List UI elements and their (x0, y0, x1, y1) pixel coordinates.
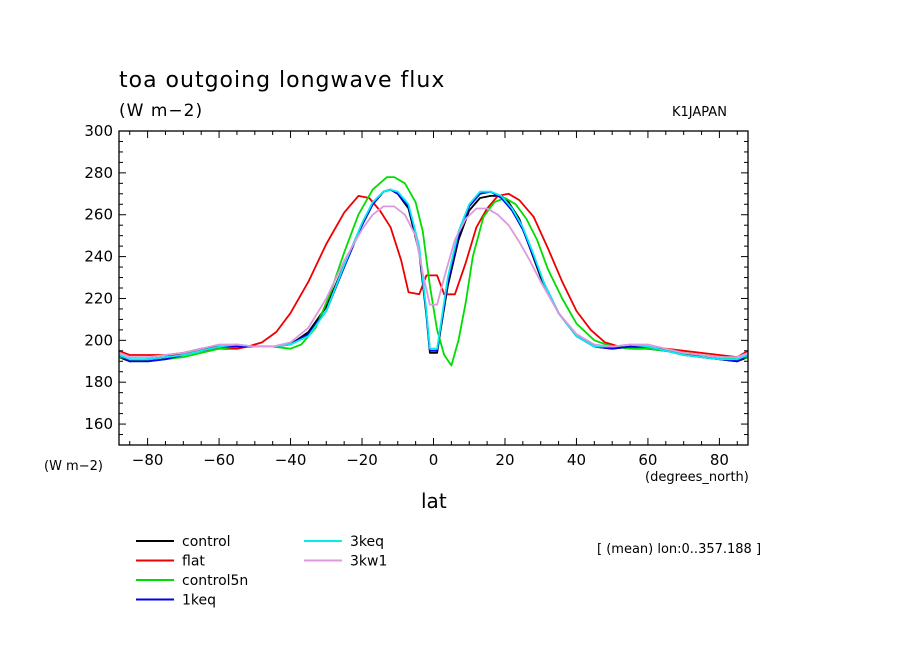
series-line-control5n (118, 176, 749, 367)
y-tick-label: 260 (84, 206, 113, 224)
x-tick-label: −20 (346, 451, 378, 469)
chart-units: (W m−2) (119, 101, 204, 121)
legend-label-3keq: 3keq (350, 534, 384, 550)
chart-title: toa outgoing longwave flux (119, 68, 446, 93)
series-line-flat (118, 192, 749, 358)
series-layer (118, 176, 749, 367)
x-axis-unit: (degrees_north) (645, 470, 749, 485)
axis-ticks: −80 −60 −40 −20 0 20 40 60 80 160 180 200 220 240 260 2… (84, 122, 748, 469)
y-tick-label: 240 (84, 248, 113, 266)
x-tick-label: 0 (429, 451, 439, 469)
x-tick-label: 60 (638, 451, 657, 469)
y-tick-label: 280 (84, 164, 113, 182)
x-tick-label: 80 (710, 451, 729, 469)
legend-label-control: control (182, 534, 231, 550)
x-tick-label: −40 (275, 451, 307, 469)
series-line-3keq (118, 188, 749, 361)
y-tick-label: 220 (84, 289, 113, 307)
averaging-note: [ (mean) lon:0..357.188 ] (597, 542, 762, 557)
y-tick-label: 200 (84, 331, 113, 349)
model-name: K1JAPAN (672, 105, 727, 120)
x-tick-label: −80 (132, 451, 164, 469)
y-tick-label: 160 (84, 415, 113, 433)
x-tick-label: −60 (203, 451, 235, 469)
series-line-3kw1 (118, 205, 749, 358)
y-tick-label: 300 (84, 122, 113, 140)
legend-label-flat: flat (182, 554, 205, 570)
x-tick-label: 20 (495, 451, 514, 469)
y-tick-label: 180 (84, 373, 113, 391)
legend-label-control5n: control5n (182, 573, 248, 589)
legend: control flat control5n 1keq 3keq 3kw1 (136, 534, 387, 609)
plot-frame (118, 130, 749, 446)
legend-label-3kw1: 3kw1 (350, 554, 387, 570)
x-tick-label: 40 (567, 451, 586, 469)
y-axis-unit: (W m−2) (44, 459, 103, 474)
legend-label-1keq: 1keq (182, 593, 216, 609)
x-axis-label: lat (421, 489, 447, 513)
